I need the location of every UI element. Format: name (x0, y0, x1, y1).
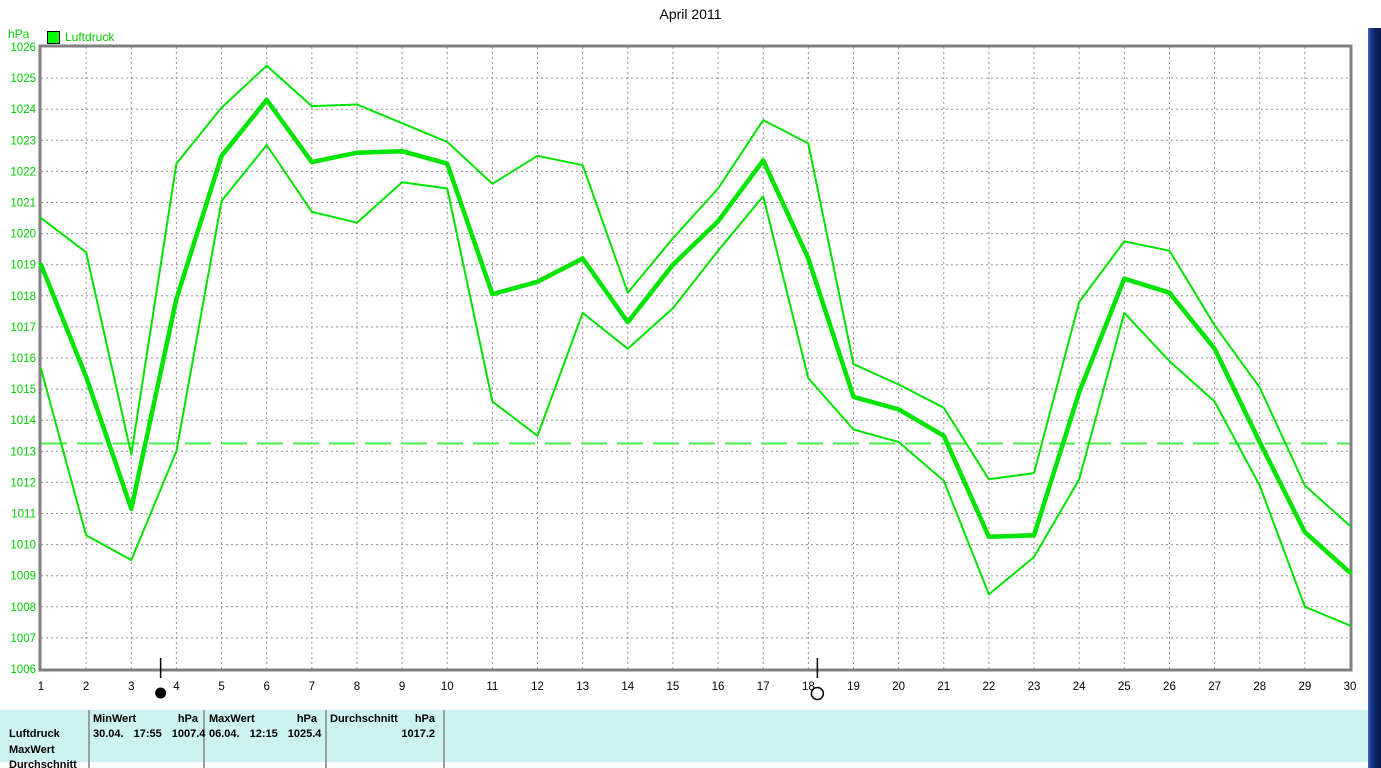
y-tick-label: 1016 (10, 353, 36, 365)
y-tick-label: 1008 (10, 602, 36, 614)
x-tick-label: 9 (399, 681, 405, 693)
x-tick-label: 14 (621, 681, 634, 693)
full-moon-icon (810, 686, 825, 701)
y-tick-label: 1006 (10, 664, 36, 676)
x-tick-label: 11 (486, 681, 498, 693)
x-tick-label: 13 (576, 681, 589, 693)
y-tick-label: 1019 (10, 260, 36, 272)
x-tick-label: 8 (354, 681, 360, 693)
x-tick-label: 28 (1253, 681, 1266, 693)
x-tick-label: 18 (802, 681, 815, 693)
y-tick-label: 1009 (10, 571, 36, 583)
x-tick-label: 29 (1298, 681, 1311, 693)
x-tick-label: 6 (263, 681, 269, 693)
pressure-daily_mean-line (38, 97, 1353, 575)
x-tick-label: 15 (667, 681, 680, 693)
x-tick-label: 22 (982, 681, 995, 693)
y-tick-label: 1021 (10, 198, 36, 210)
table-divider (203, 710, 205, 768)
x-tick-label: 21 (937, 681, 950, 693)
pressure-daily_min-line (40, 144, 1351, 627)
x-tick-label: 17 (757, 681, 770, 693)
y-tick-label: 1007 (10, 633, 36, 645)
y-tick-label: 1015 (10, 384, 36, 396)
x-tick-label: 20 (892, 681, 905, 693)
max-value: 1025.4 (287, 728, 322, 740)
max-col-header: MaxWert hPa (209, 713, 317, 725)
table-divider (88, 710, 90, 768)
y-tick-label: 1024 (10, 104, 36, 116)
x-tick-label: 2 (83, 681, 89, 693)
x-tick-label: 30 (1344, 681, 1357, 693)
min-header-label: MinWert (93, 713, 137, 725)
y-tick-label: 1017 (10, 322, 36, 334)
y-tick-label: 1010 (10, 540, 36, 552)
x-tick-label: 4 (173, 681, 180, 693)
y-tick-label: 1020 (10, 229, 36, 241)
max-date: 06.04. (209, 728, 240, 740)
plot-border (38, 44, 1353, 672)
x-tick-label: 23 (1028, 681, 1041, 693)
pressure-line-chart: 1006100710081009101010111012101310141015… (10, 42, 1357, 701)
max-value-cell: 06.04. 12:15 1025.4 (209, 728, 321, 740)
avg-col-header: Durchschnitt hPa (330, 713, 435, 725)
chart-title: April 2011 (659, 6, 722, 22)
y-tick-label: 1014 (10, 415, 36, 427)
x-tick-label: 7 (309, 681, 315, 693)
x-tick-label: 10 (441, 681, 454, 693)
x-tick-label: 25 (1118, 681, 1131, 693)
table-row-label-maxwert: MaxWert (9, 744, 55, 756)
avg-header-unit: hPa (414, 713, 435, 725)
table-row-label-durchschnitt: Durchschnitt (9, 759, 77, 768)
table-row-label-luftdruck: Luftdruck (9, 728, 60, 740)
legend-label: Luftdruck (65, 30, 115, 44)
max-time: 12:15 (249, 728, 278, 740)
new-moon-icon (155, 687, 167, 699)
x-tick-label: 24 (1073, 681, 1086, 693)
y-tick-label: 1013 (10, 446, 36, 458)
x-tick-label: 27 (1208, 681, 1221, 693)
table-divider (443, 710, 445, 768)
legend-swatch-icon (47, 30, 60, 44)
min-col-header: MinWert hPa (93, 713, 198, 725)
y-tick-label: 1022 (10, 166, 36, 178)
x-tick-label: 26 (1163, 681, 1176, 693)
y-tick-label: 1026 (10, 42, 36, 54)
y-tick-label: 1011 (11, 509, 36, 521)
avg-value-cell: 1017.2 (401, 728, 435, 740)
pressure-daily_max-line (40, 64, 1351, 527)
max-header-unit: hPa (296, 713, 317, 725)
y-tick-label: 1012 (10, 477, 36, 489)
x-tick-label: 5 (218, 681, 224, 693)
min-value-cell: 30.04. 17:55 1007.4 (93, 728, 205, 740)
y-axis-unit-label: hPa (8, 27, 30, 41)
y-tick-label: 1018 (10, 291, 36, 303)
min-value: 1007.4 (171, 728, 206, 740)
desktop-edge-strip (1368, 28, 1381, 768)
x-tick-label: 1 (38, 681, 44, 693)
y-tick-label: 1025 (10, 73, 36, 85)
x-tick-label: 16 (712, 681, 725, 693)
summary-table-background (0, 710, 1368, 762)
y-tick-label: 1023 (10, 135, 36, 147)
min-header-unit: hPa (177, 713, 198, 725)
avg-header-label: Durchschnitt (330, 713, 398, 725)
x-tick-label: 19 (847, 681, 860, 693)
max-header-label: MaxWert (209, 713, 255, 725)
x-tick-label: 12 (531, 681, 544, 693)
min-date: 30.04. (93, 728, 124, 740)
x-tick-label: 3 (128, 681, 134, 693)
min-time: 17:55 (133, 728, 162, 740)
legend: Luftdruck (47, 30, 114, 44)
table-divider (325, 710, 327, 768)
